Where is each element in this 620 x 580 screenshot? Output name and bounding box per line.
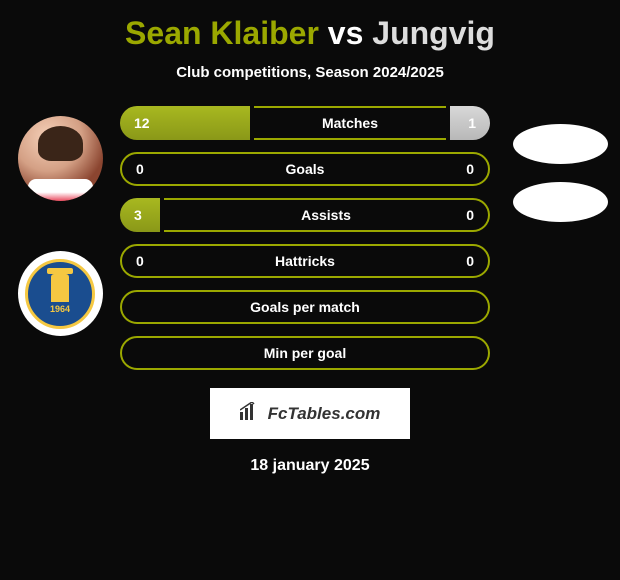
right-avatar-column (500, 106, 620, 222)
club-badge-inner: 1964 (25, 259, 95, 329)
club-year: 1964 (50, 304, 70, 314)
title-vs: vs (328, 15, 364, 51)
stats-column: 12Matches10Goals03Assists000Hattricks0Go… (120, 106, 500, 370)
date-text: 18 january 2025 (250, 457, 369, 475)
stat-row: Min per goal (120, 336, 490, 370)
stat-label: Goals (286, 161, 325, 177)
stat-value-right: 1 (450, 106, 490, 140)
stat-row: 0 Hattricks 0 (120, 244, 490, 278)
stat-value-right: 0 (466, 253, 474, 269)
stat-value-right: 0 (466, 161, 474, 177)
club2-badge-placeholder (513, 182, 608, 222)
main-container: Sean Klaiber vs Jungvig Club competition… (0, 0, 620, 485)
subtitle: Club competitions, Season 2024/2025 (176, 64, 444, 81)
stat-row: 0 Goals 0 (120, 152, 490, 186)
stat-row: Goals per match (120, 290, 490, 324)
stat-value-right: 0 (466, 207, 474, 223)
stat-value-left: 0 (136, 253, 144, 269)
stat-value-left: 0 (136, 161, 144, 177)
stat-row: 3Assists00 (120, 198, 490, 232)
stat-label: Matches (254, 106, 446, 140)
title-player2: Jungvig (372, 15, 495, 51)
stat-label: Hattricks (275, 253, 335, 269)
player2-avatar-placeholder (513, 124, 608, 164)
stat-bar: 0 Hattricks 0 (120, 244, 490, 278)
page-title: Sean Klaiber vs Jungvig (125, 15, 495, 52)
stat-label: Assists0 (164, 198, 490, 232)
branding-text: FcTables.com (268, 404, 381, 424)
title-player1: Sean Klaiber (125, 15, 319, 51)
club-badge: 1964 (18, 251, 103, 336)
stat-label: Goals per match (120, 290, 490, 324)
stat-bar: 0 Goals 0 (120, 152, 490, 186)
stat-value-left: 3 (120, 198, 160, 232)
player1-avatar (18, 116, 103, 201)
stat-label: Min per goal (120, 336, 490, 370)
stat-row: 12Matches1 (120, 106, 490, 140)
content-row: 1964 12Matches10Goals03Assists000Hattric… (0, 106, 620, 370)
stat-value-left: 12 (120, 106, 250, 140)
left-avatar-column: 1964 (0, 106, 120, 336)
club-tower-icon (51, 274, 69, 302)
chart-icon (240, 402, 260, 425)
branding-box[interactable]: FcTables.com (210, 388, 411, 439)
